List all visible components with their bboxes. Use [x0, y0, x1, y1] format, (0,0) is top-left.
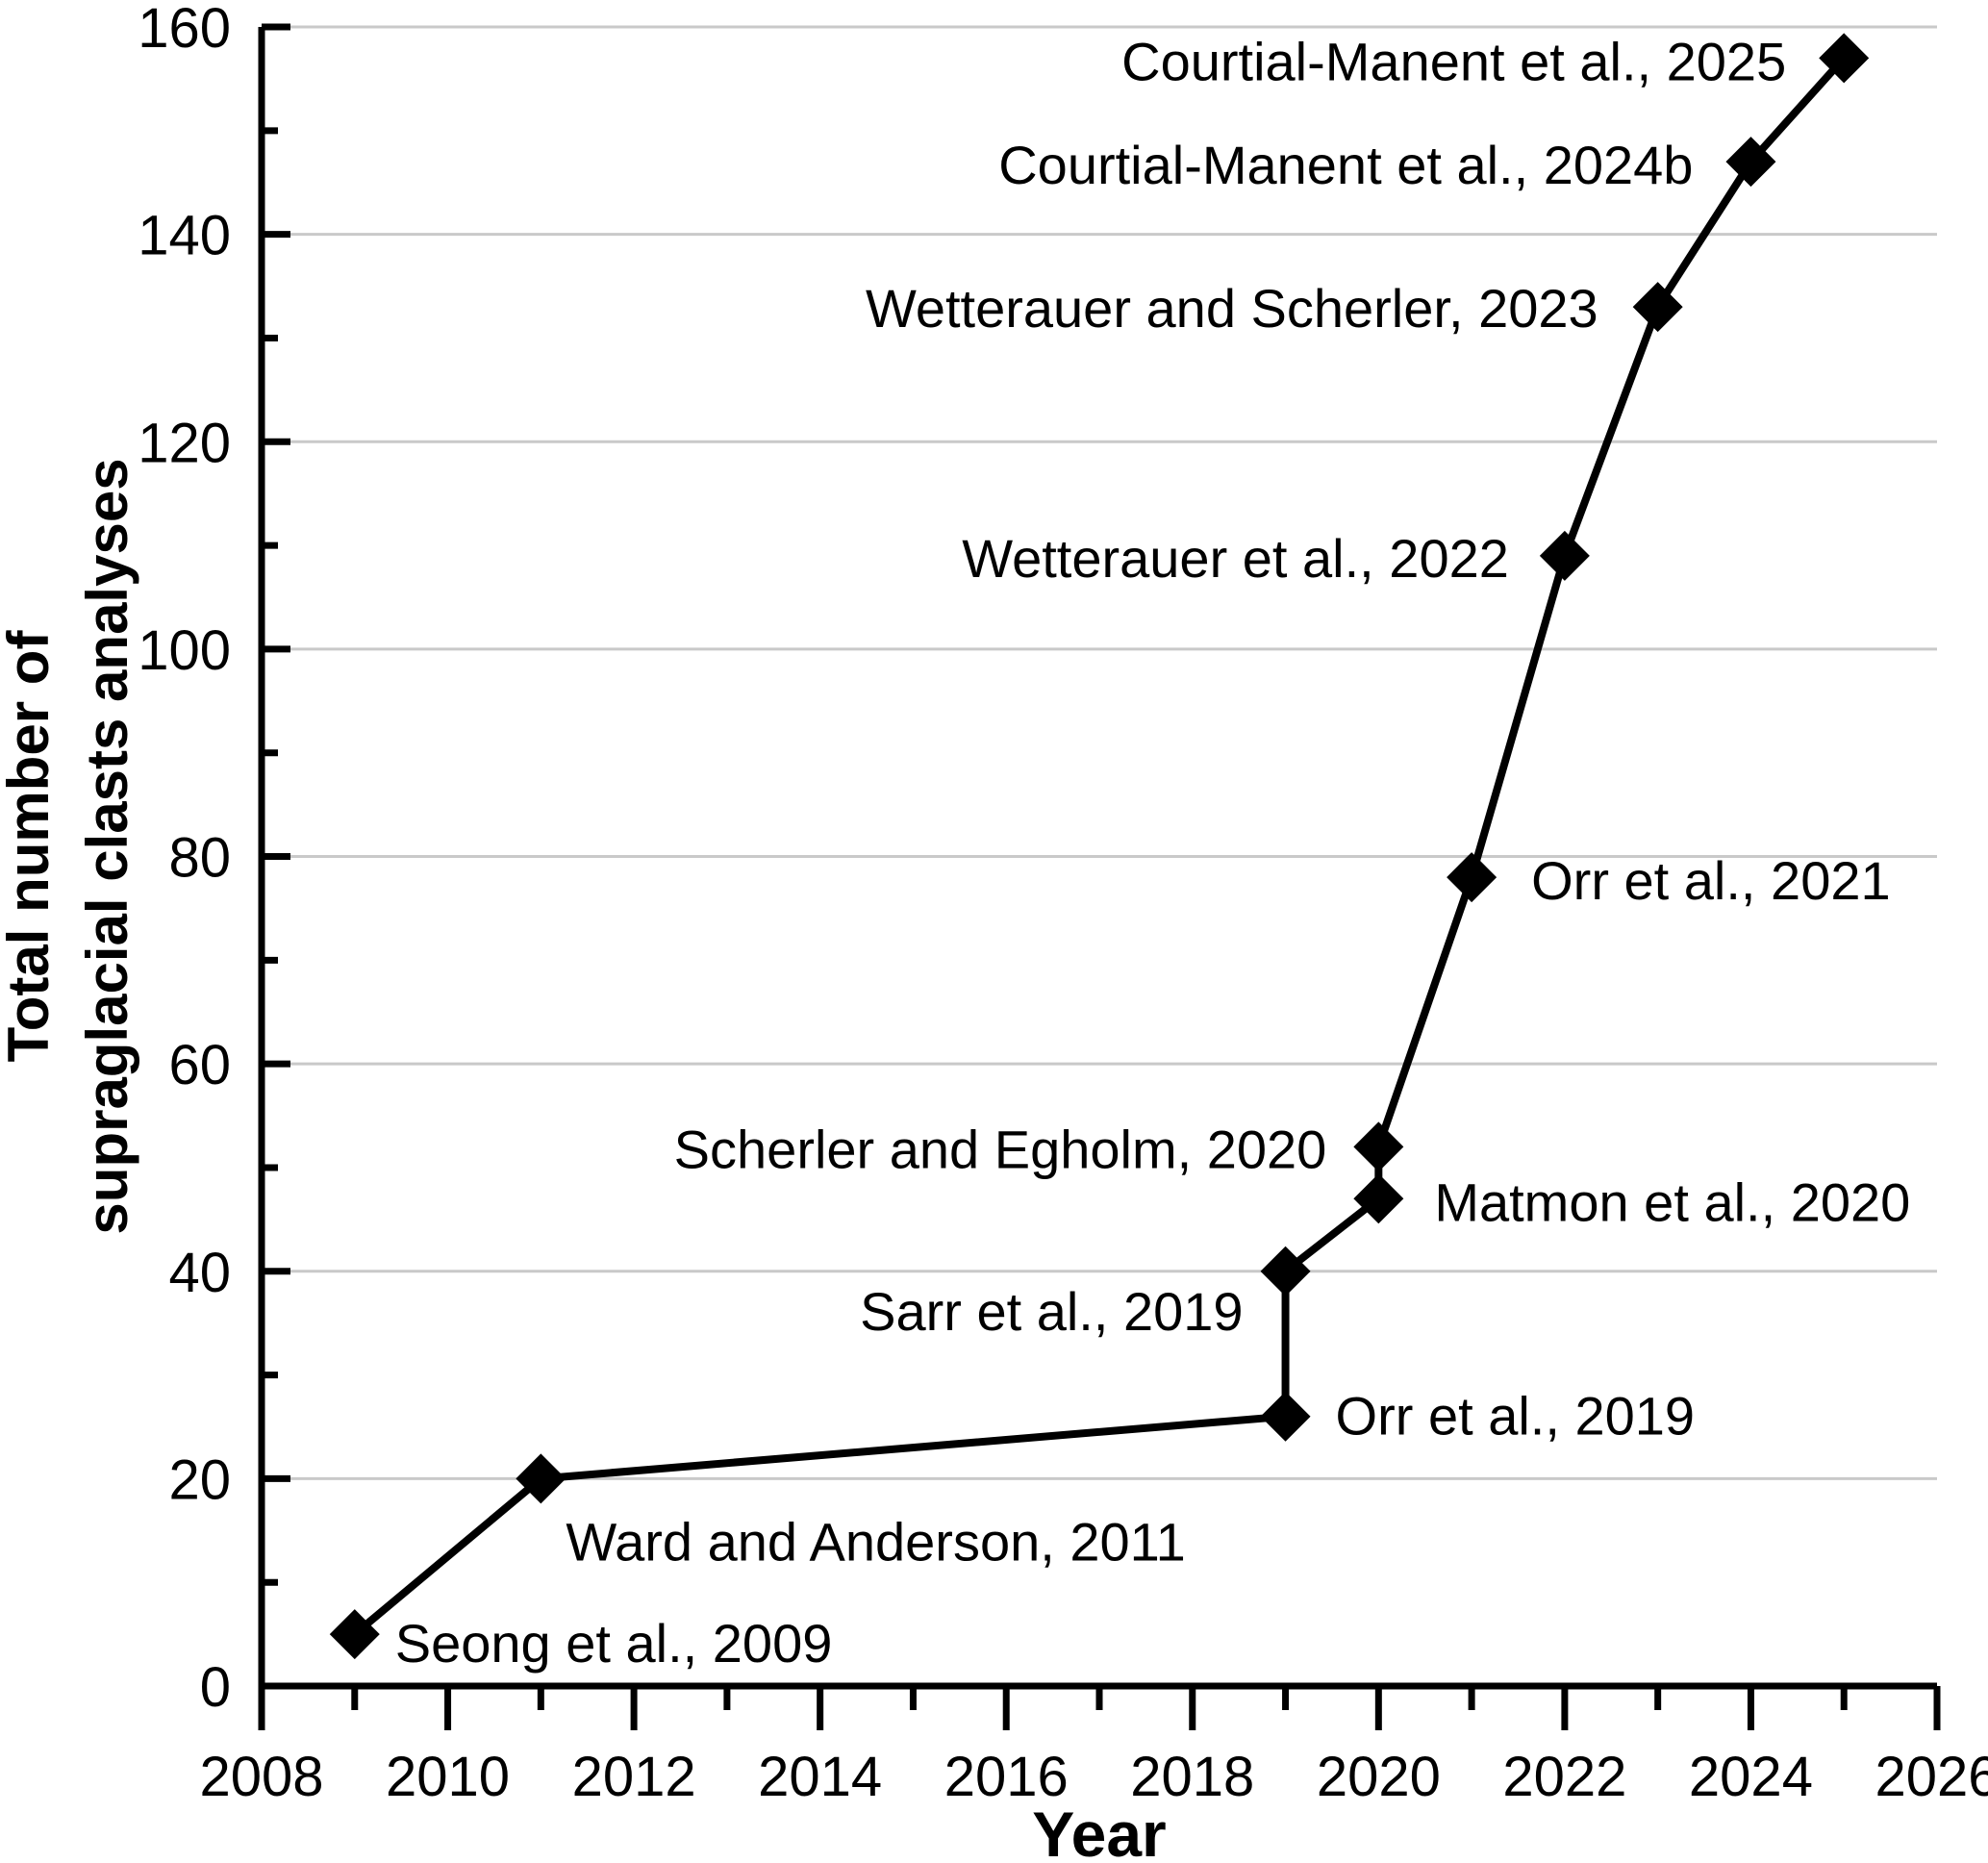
y-axis-title-line1: Total number of — [0, 630, 61, 1063]
y-tick-label-100: 100 — [138, 619, 231, 682]
point-label-3: Sarr et al., 2019 — [860, 1281, 1243, 1342]
data-point-2024-147 — [1725, 137, 1776, 188]
data-point-2021-78 — [1447, 852, 1497, 903]
y-tick-label-140: 140 — [138, 205, 231, 267]
point-labels: Seong et al., 2009 Ward and Anderson, 201… — [395, 31, 1911, 1674]
y-axis-title-line2: supraglacial clasts analyses — [75, 458, 139, 1234]
data-point-2025-157 — [1819, 33, 1870, 84]
data-point-2020-47 — [1353, 1173, 1404, 1224]
y-tick-label-40: 40 — [168, 1242, 231, 1304]
point-label-0: Seong et al., 2009 — [395, 1613, 833, 1674]
x-tick-label-2010: 2010 — [386, 1746, 510, 1808]
point-label-7: Wetterauer et al., 2022 — [962, 528, 1509, 589]
y-tick-label-0: 0 — [200, 1656, 231, 1719]
data-point-2019-40 — [1260, 1246, 1311, 1297]
tick-labels: 0 20 40 60 80 100 120 140 160 2008 2010 2012 2014 201… — [138, 0, 1988, 1808]
x-tick-label-2008: 2008 — [199, 1746, 323, 1808]
x-tick-label-2024: 2024 — [1689, 1746, 1813, 1808]
x-tick-label-2018: 2018 — [1130, 1746, 1254, 1808]
x-tick-label-2012: 2012 — [572, 1746, 696, 1808]
data-point-2020-52 — [1353, 1121, 1404, 1172]
data-point-2011-20 — [516, 1453, 566, 1504]
point-label-10: Courtial-Manent et al., 2025 — [1121, 31, 1786, 91]
data-point-2022-109 — [1539, 530, 1590, 581]
x-tick-label-2014: 2014 — [758, 1746, 882, 1808]
y-tick-label-20: 20 — [168, 1448, 231, 1511]
data-point-2023-133 — [1632, 282, 1683, 333]
axes — [258, 23, 1941, 1730]
gridlines — [262, 25, 1937, 1480]
y-tick-label-60: 60 — [168, 1034, 231, 1096]
point-label-6: Orr et al., 2021 — [1531, 850, 1891, 911]
data-point-2009-5 — [329, 1609, 380, 1660]
point-label-4: Matmon et al., 2020 — [1434, 1171, 1910, 1232]
point-label-9: Courtial-Manent et al., 2024b — [998, 135, 1693, 195]
x-tick-label-2020: 2020 — [1317, 1746, 1441, 1808]
point-label-5: Scherler and Egholm, 2020 — [674, 1119, 1327, 1179]
data-point-2019-26 — [1260, 1391, 1311, 1442]
y-tick-label-80: 80 — [168, 827, 231, 890]
y-tick-label-120: 120 — [138, 412, 231, 474]
data-series — [329, 33, 1870, 1660]
point-label-2: Orr et al., 2019 — [1336, 1386, 1696, 1447]
x-tick-label-2026: 2026 — [1875, 1746, 1988, 1808]
y-tick-label-160: 160 — [138, 0, 231, 60]
x-tick-label-2022: 2022 — [1502, 1746, 1626, 1808]
x-axis-title: Year — [1032, 1799, 1166, 1863]
point-label-8: Wetterauer and Scherler, 2023 — [866, 278, 1598, 339]
x-tick-label-2016: 2016 — [944, 1746, 1069, 1808]
point-label-1: Ward and Anderson, 2011 — [566, 1511, 1185, 1572]
